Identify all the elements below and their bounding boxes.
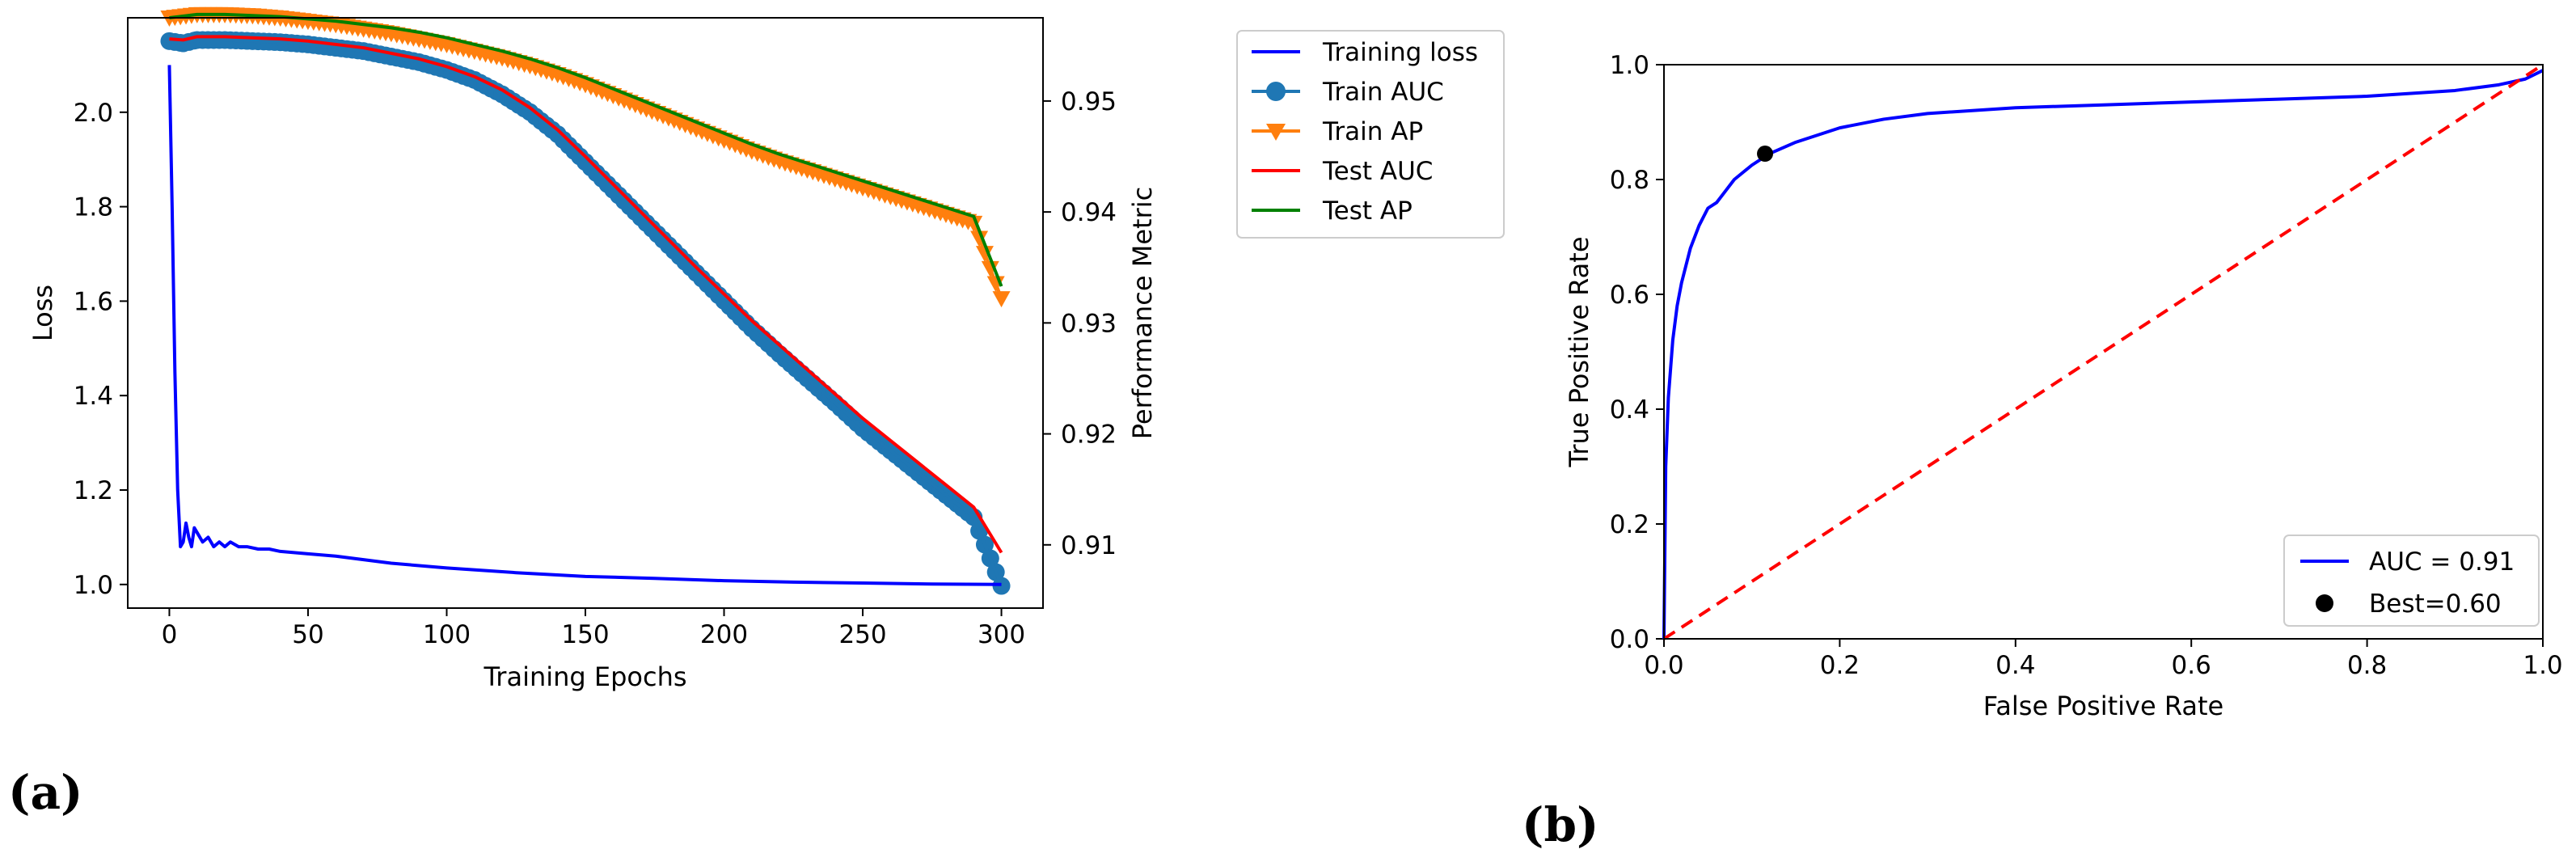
a-x-tick-label: 100 [423,620,471,649]
series-train-auc [160,31,1011,595]
a-line-train-auc [169,38,1003,587]
a-x-axis-label: Training Epochs [483,661,686,692]
a-x-tick-label: 200 [700,620,748,649]
series-training-loss [167,65,1002,586]
chart-b: 0.0 0.2 0.4 0.6 0.8 1.0 0.0 0.2 0.4 0.6 0.8 1.0 Fa… [1564,51,2563,721]
legend-marker-train-ap [1266,124,1286,141]
b-series-group [1662,63,2544,640]
b-y-tick-label: 0.2 [1610,510,1649,539]
a-x-tick-label: 50 [292,620,323,649]
b-legend-box [2283,535,2540,627]
a-x-tick-label: 0 [162,620,178,649]
a-x-tick-label: 250 [838,620,886,649]
a-line-train-ap [169,12,1003,299]
a-y-left-tick-label: 1.4 [74,382,113,411]
a-y-right-tick-label: 0.94 [1061,198,1117,227]
a-marker-train-ap [992,291,1011,308]
legend-label-training-loss: Training loss [1322,38,1478,67]
series-test-auc [169,35,1003,554]
b-legend: AUC = 0.91 Best=0.60 [2283,535,2540,627]
b-best-threshold-point [1757,146,1774,163]
legend-label-best: Best=0.60 [2369,589,2502,619]
a-line-training-loss [167,65,1002,586]
legend-label-train-auc: Train AUC [1322,78,1444,107]
legend-label-auc: AUC = 0.91 [2369,547,2515,577]
series-test-ap [169,12,1003,287]
b-x-tick-label: 0.4 [1995,651,2035,680]
a-x-axis-ticks: 0 50 100 150 200 250 300 [162,608,1025,649]
a-y-right-tick-label: 0.95 [1061,87,1117,116]
b-x-tick-label: 0.2 [1820,651,1860,680]
panel-label-b: (b) [1522,797,1598,852]
b-x-tick-label: 0.8 [2347,651,2387,680]
a-y-axis-label-right: Performance Metric [1127,187,1158,439]
a-legend: Training loss Train AUC Train AP Test AU… [1236,30,1505,239]
a-y-left-tick-label: 1.0 [74,571,113,600]
b-y-tick-label: 0.6 [1610,281,1649,310]
a-left-axis-ticks: 1.0 1.2 1.4 1.6 1.8 2.0 [74,99,128,600]
b-x-tick-label: 0.6 [2172,651,2211,680]
legend-marker-best [2316,594,2333,612]
b-y-tick-label: 0.8 [1610,166,1649,195]
b-y-tick-label: 0.0 [1610,625,1649,654]
b-x-axis-ticks: 0.0 0.2 0.4 0.6 0.8 1.0 [1644,639,2563,680]
legend-label-train-ap: Train AP [1322,117,1423,146]
a-y-left-tick-label: 1.8 [74,193,113,222]
a-x-tick-label: 150 [561,620,609,649]
a-plot-frame [127,17,1044,609]
a-series-group [160,6,1011,595]
legend-marker-train-auc [1266,82,1286,101]
legend-label-test-auc: Test AUC [1322,157,1433,186]
b-x-tick-label: 1.0 [2523,651,2562,680]
panel-label-a: (a) [8,765,82,820]
a-x-tick-label: 300 [978,620,1025,649]
b-y-axis-label: True Positive Rate [1564,236,1594,467]
a-y-left-tick-label: 2.0 [74,99,113,128]
a-line-test-ap [169,12,1003,287]
a-y-right-tick-label: 0.91 [1061,531,1117,560]
a-y-left-tick-label: 1.2 [74,476,113,505]
a-y-right-tick-label: 0.92 [1061,420,1117,450]
b-plot-frame [1663,64,2544,640]
a-line-test-auc [169,35,1003,554]
a-y-left-tick-label: 1.6 [74,287,113,316]
legend-label-test-ap: Test AP [1322,196,1413,226]
b-y-axis-ticks: 0.0 0.2 0.4 0.6 0.8 1.0 [1610,51,1664,654]
a-right-axis-ticks: 0.91 0.92 0.93 0.94 0.95 [1043,87,1117,560]
a-legend-box [1236,30,1505,239]
chart-a: 1.01.21.41.61.82.0 0.910.920.930.940.95 … [27,6,1158,692]
b-line-chance-diagonal [1662,63,2544,640]
a-y-right-tick-label: 0.93 [1061,309,1117,338]
series-train-ap [160,6,1011,308]
b-x-axis-label: False Positive Rate [1983,691,2223,721]
a-y-axis-label-left: Loss [27,285,58,341]
b-y-tick-label: 1.0 [1610,51,1649,80]
b-y-tick-label: 0.4 [1610,395,1649,425]
b-x-tick-label: 0.0 [1644,651,1683,680]
